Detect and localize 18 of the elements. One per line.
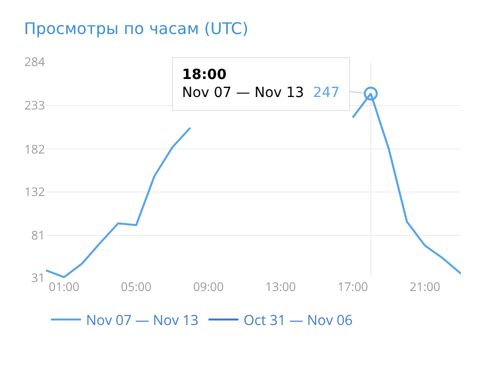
x-tick-label: 21:00 — [410, 278, 440, 295]
annotation: 18:00 — [182, 67, 227, 83]
y-tick-label: 132 — [24, 182, 46, 200]
data-label: 247 — [312, 85, 340, 102]
chart-title: Просмотры по часам (UTC) — [24, 18, 248, 38]
y-tick-label: 182 — [24, 140, 46, 158]
x-tick-label: 01:00 — [48, 278, 80, 295]
x-tick-label: 09:00 — [193, 278, 224, 295]
x-tick-label: 17:00 — [337, 278, 368, 295]
legend-label: Oct 31 — Nov 06 — [243, 310, 353, 330]
y-tick-label: 81 — [31, 226, 45, 244]
x-tick-label: 05:00 — [120, 278, 152, 295]
text: Nov 07 — Nov 13 — [182, 85, 304, 102]
legend-label: Nov 07 — Nov 13 — [86, 310, 198, 330]
x-tick-label: 13:00 — [265, 278, 296, 295]
y-tick-label: 31 — [31, 269, 45, 286]
y-tick-label: 284 — [24, 53, 46, 70]
y-tick-label: 233 — [24, 96, 46, 114]
